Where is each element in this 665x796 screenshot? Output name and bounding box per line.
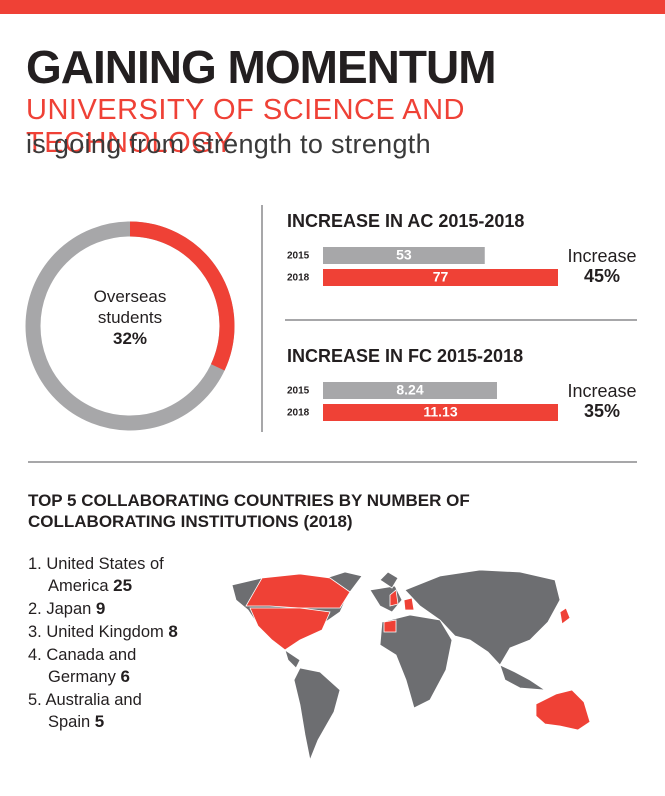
donut-value: 32%: [112, 329, 148, 348]
increase-value: 45%: [584, 266, 620, 286]
bar-category: 2018: [287, 408, 310, 419]
country-item: 3. United Kingdom 8: [28, 621, 178, 643]
donut-label: Overseas students: [93, 287, 167, 327]
country-name: Canada and Germany: [46, 646, 137, 686]
subtitle: UNIVERSITY OF SCIENCE AND TECHNOLOGY: [26, 94, 465, 159]
bar-category: 2015: [287, 251, 310, 262]
tagline: is going from strength to strength: [26, 129, 431, 159]
country-name: Japan: [46, 600, 92, 618]
bar: [323, 247, 485, 264]
country-item: 5. Australia and Spain 5: [28, 689, 178, 733]
country-value: 5: [94, 712, 105, 731]
bar: [323, 382, 497, 399]
country-value: 8: [168, 622, 178, 641]
top-bar: [0, 0, 665, 14]
bar: [323, 404, 558, 421]
country-rank: 3.: [28, 623, 42, 641]
bar-category: 2018: [287, 273, 310, 284]
bar-value: 8.24: [396, 382, 423, 398]
bar-chart-title: INCREASE IN FC 2015-2018: [287, 346, 523, 366]
donut-segment: [129, 221, 235, 371]
country-rank: 2.: [28, 600, 42, 618]
highlighted-countries: [245, 573, 591, 731]
country-rank: 4.: [28, 646, 42, 664]
bar-value: 53: [396, 247, 412, 263]
country-value: 6: [120, 667, 130, 686]
bar-chart-title: INCREASE IN AC 2015-2018: [287, 211, 524, 231]
increase-label: Increase: [567, 246, 636, 266]
country-name: Australia and Spain: [45, 691, 142, 731]
title: GAINING MOMENTUM: [26, 41, 497, 93]
bar-category: 2015: [287, 386, 310, 397]
increase-label: Increase: [567, 381, 636, 401]
country-name: United States of America: [46, 555, 164, 595]
countries-list: 1. United States of America 25 2. Japan 9…: [28, 553, 188, 734]
countries-title: TOP 5 COLLABORATING COUNTRIES BY NUMBER …: [28, 491, 470, 531]
country-rank: 5.: [28, 691, 42, 709]
country-name: United Kingdom: [46, 623, 164, 641]
bar-value: 11.13: [423, 404, 457, 420]
country-item: 2. Japan 9: [28, 598, 178, 620]
bar-value: 77: [433, 269, 449, 285]
bar: [323, 269, 558, 286]
country-value: 25: [113, 576, 133, 595]
country-value: 9: [95, 599, 106, 618]
donut-label-box: Overseas students 32%: [93, 287, 167, 348]
country-rank: 1.: [28, 555, 42, 573]
country-item: 4. Canada and Germany 6: [28, 644, 178, 688]
country-item: 1. United States of America 25: [28, 553, 178, 597]
increase-value: 35%: [584, 401, 620, 421]
